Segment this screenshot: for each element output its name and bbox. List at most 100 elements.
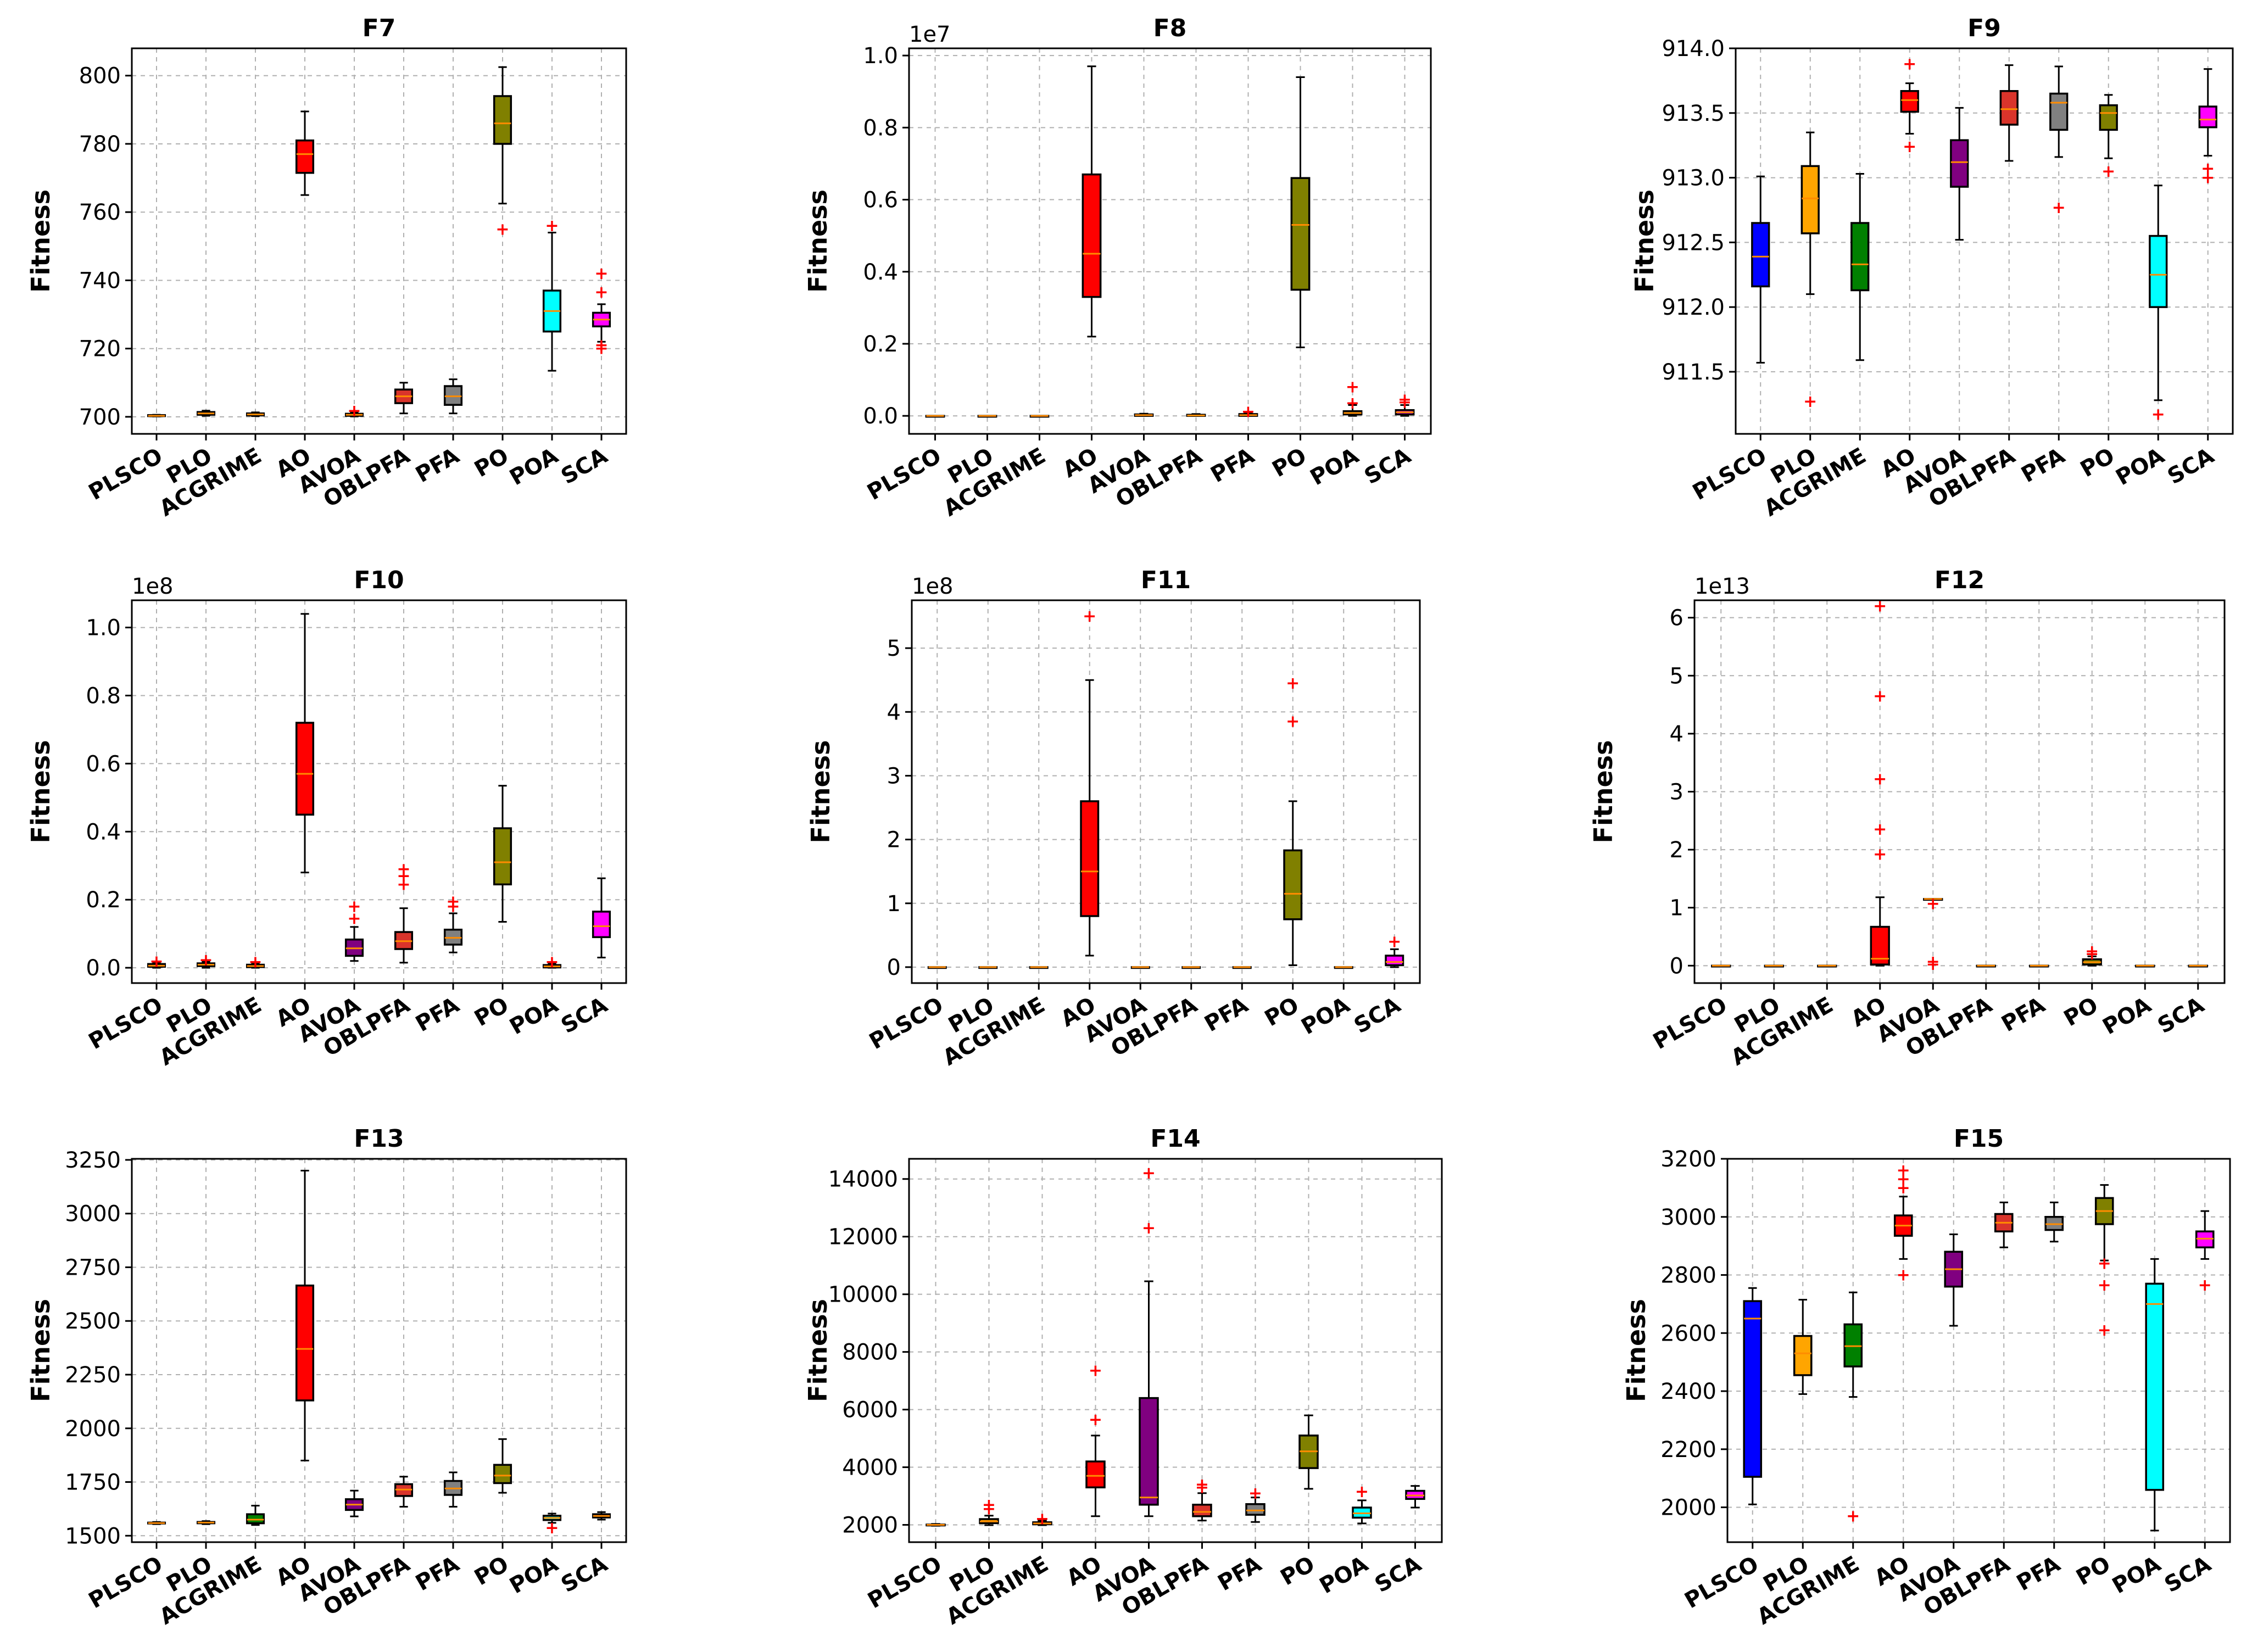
outlier-marker: + <box>2098 1321 2111 1340</box>
outlier-marker: + <box>1083 607 1096 626</box>
y-tick-label: 3200 <box>1660 1147 1716 1172</box>
chart-title: F14 <box>1150 1125 1200 1153</box>
outlier-marker: + <box>248 953 262 972</box>
y-tick-label: 8000 <box>842 1340 898 1365</box>
y-tick-label: 4000 <box>842 1455 898 1481</box>
x-tick-label: PFA <box>1207 443 1259 488</box>
x-tick-label: PO <box>1261 992 1303 1032</box>
y-tick-label: 3250 <box>65 1148 121 1173</box>
outlier-marker: + <box>1195 1475 1209 1494</box>
y-tick-label: 12000 <box>828 1225 898 1250</box>
box-pfa <box>2029 964 2049 968</box>
box-avoa <box>1944 1233 1964 1327</box>
box-sca: + <box>1385 932 1404 968</box>
outlier-marker: + <box>446 892 460 911</box>
outlier-marker: + <box>1926 955 1940 974</box>
outlier-marker: + <box>2198 1276 2212 1295</box>
outlier-marker: + <box>2098 1276 2111 1295</box>
y-tick-label: 5 <box>1670 663 1683 689</box>
x-tick-label: PFA <box>1997 992 2049 1037</box>
box-oblpfa <box>1186 413 1206 417</box>
iqr-box <box>1800 165 1820 235</box>
x-tick-label: PO <box>1268 443 1311 483</box>
box-avoa <box>1134 412 1154 417</box>
y-tick-label: 1.0 <box>863 43 898 69</box>
outlier-marker: + <box>545 216 559 236</box>
y-tick-label: 1.0 <box>86 616 121 641</box>
box-plo: + <box>196 951 216 970</box>
y-tick-label: 2500 <box>65 1309 121 1334</box>
y-tick-label: 2800 <box>1660 1263 1716 1288</box>
iqr-box <box>1751 222 1770 288</box>
box-po: ++ <box>1283 674 1303 966</box>
chart-title: F8 <box>1153 14 1187 42</box>
y-tick-label: 914.0 <box>1662 36 1725 62</box>
iqr-box <box>1290 177 1311 291</box>
box-oblpfa <box>1181 966 1201 969</box>
x-tick-label: PO <box>2076 443 2119 483</box>
box-oblpfa <box>1999 64 2019 162</box>
box-po <box>493 1438 512 1494</box>
outlier-marker: + <box>1346 394 1359 413</box>
y-tick-label: 740 <box>79 268 121 293</box>
y-tick-label: 4 <box>1670 722 1683 747</box>
y-axis-label: Fitness <box>1621 1299 1651 1402</box>
y-tick-label: 0 <box>887 955 901 980</box>
box-plo <box>1793 1298 1813 1395</box>
outlier-marker: + <box>1873 845 1887 864</box>
iqr-box <box>2049 92 2069 131</box>
y-tick-label: 3 <box>1670 780 1683 805</box>
outlier-marker: + <box>1398 393 1412 412</box>
outlier-marker: + <box>1897 1179 1910 1198</box>
y-axis-label: Fitness <box>803 189 833 293</box>
y-tick-label: 1 <box>887 891 901 917</box>
chart-panel-f13: +15001750200022502500275030003250PLSCOPL… <box>26 1125 627 1630</box>
outlier-marker: + <box>1873 769 1887 789</box>
box-oblpfa <box>394 382 414 415</box>
box-poa <box>2135 964 2155 968</box>
box-po: + <box>493 66 512 239</box>
y-tick-label: 2250 <box>65 1363 121 1388</box>
outlier-marker: + <box>347 401 361 421</box>
iqr-box <box>493 1464 512 1484</box>
y-axis-label: Fitness <box>26 1299 55 1402</box>
iqr-box <box>1793 1335 1813 1376</box>
chart-title: F13 <box>354 1125 404 1153</box>
outlier-marker: + <box>2085 942 2099 961</box>
outlier-marker: + <box>594 339 608 359</box>
box-avoa: +++ <box>1923 894 1943 974</box>
y-tick-label: 760 <box>79 200 121 225</box>
box-acgrime <box>1850 173 1870 361</box>
box-poa: + <box>1352 1482 1372 1525</box>
outlier-marker: + <box>982 1495 996 1515</box>
plot-frame <box>908 1158 1443 1543</box>
y-tick-label: 1 <box>1670 896 1683 921</box>
x-tick-label: POA <box>505 443 562 490</box>
box-plsco <box>925 415 945 418</box>
x-tick-label: POA <box>2099 992 2156 1040</box>
y-tick-label: 720 <box>79 337 121 362</box>
iqr-box <box>1192 1504 1212 1517</box>
outlier-marker: + <box>1089 1410 1102 1430</box>
iqr-box <box>246 1513 265 1525</box>
iqr-box <box>592 911 611 939</box>
y-axis-label: Fitness <box>26 189 55 293</box>
y-tick-label: 2000 <box>65 1416 121 1442</box>
box-plsco <box>147 1521 166 1525</box>
box-sca <box>2188 964 2208 968</box>
outlier-marker: + <box>1897 1170 1910 1189</box>
y-axis-label: Fitness <box>1588 740 1618 844</box>
outlier-marker: + <box>1873 820 1887 839</box>
iqr-box <box>295 722 315 816</box>
outlier-marker: + <box>1926 952 1940 972</box>
outlier-marker: + <box>149 952 163 971</box>
x-tick-label: SCA <box>557 1551 612 1598</box>
outlier-marker: + <box>1897 1161 1910 1180</box>
outlier-marker: + <box>1355 1482 1369 1502</box>
x-tick-label: PFA <box>1200 992 1252 1037</box>
box-ao: + <box>1080 607 1100 957</box>
x-tick-label: PO <box>2060 992 2103 1032</box>
y-tick-label: 0.2 <box>863 332 898 357</box>
iqr-box <box>1082 173 1102 298</box>
